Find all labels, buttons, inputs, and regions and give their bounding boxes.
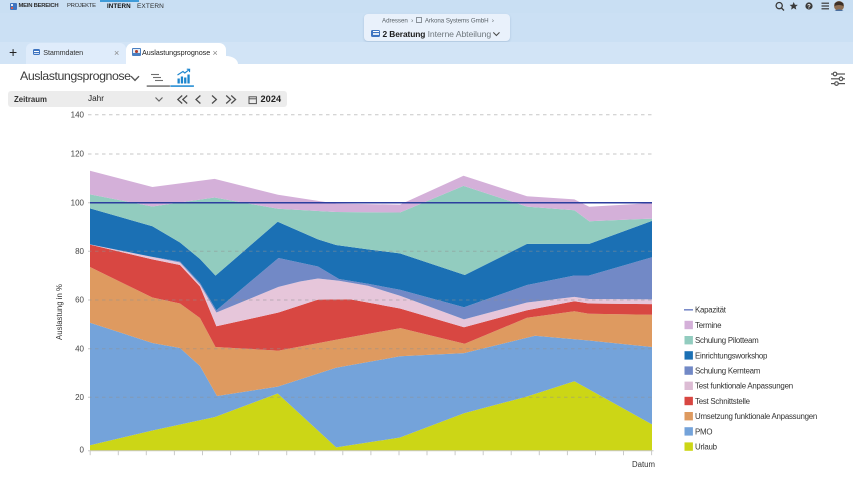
svg-text:Einrichtungsworkshop: Einrichtungsworkshop [695, 351, 768, 360]
svg-text:Datum: Datum [632, 460, 655, 469]
svg-text:0: 0 [80, 446, 85, 455]
svg-text:Test Schnittstelle: Test Schnittstelle [695, 397, 751, 406]
svg-text:Schulung Pilotteam: Schulung Pilotteam [695, 336, 759, 345]
svg-text:140: 140 [71, 111, 85, 120]
svg-text:?: ? [807, 4, 811, 10]
svg-text:40: 40 [75, 345, 84, 354]
svg-text:Kapazität: Kapazität [695, 306, 727, 315]
svg-text:60: 60 [75, 296, 84, 305]
svg-text:120: 120 [71, 150, 85, 159]
svg-text:Termine: Termine [695, 321, 722, 330]
svg-text:100: 100 [71, 199, 85, 208]
svg-text:80: 80 [75, 247, 84, 256]
svg-text:Auslastung in %: Auslastung in % [55, 284, 64, 340]
svg-text:Test funktionale Anpassungen: Test funktionale Anpassungen [695, 382, 793, 391]
svg-text:Schulung Kernteam: Schulung Kernteam [695, 367, 761, 376]
svg-text:20: 20 [75, 393, 84, 402]
svg-text:Urlaub: Urlaub [695, 443, 718, 452]
svg-text:Umsetzung funktionale Anpassun: Umsetzung funktionale Anpassungen [695, 412, 817, 421]
svg-text:PMO: PMO [695, 427, 712, 436]
